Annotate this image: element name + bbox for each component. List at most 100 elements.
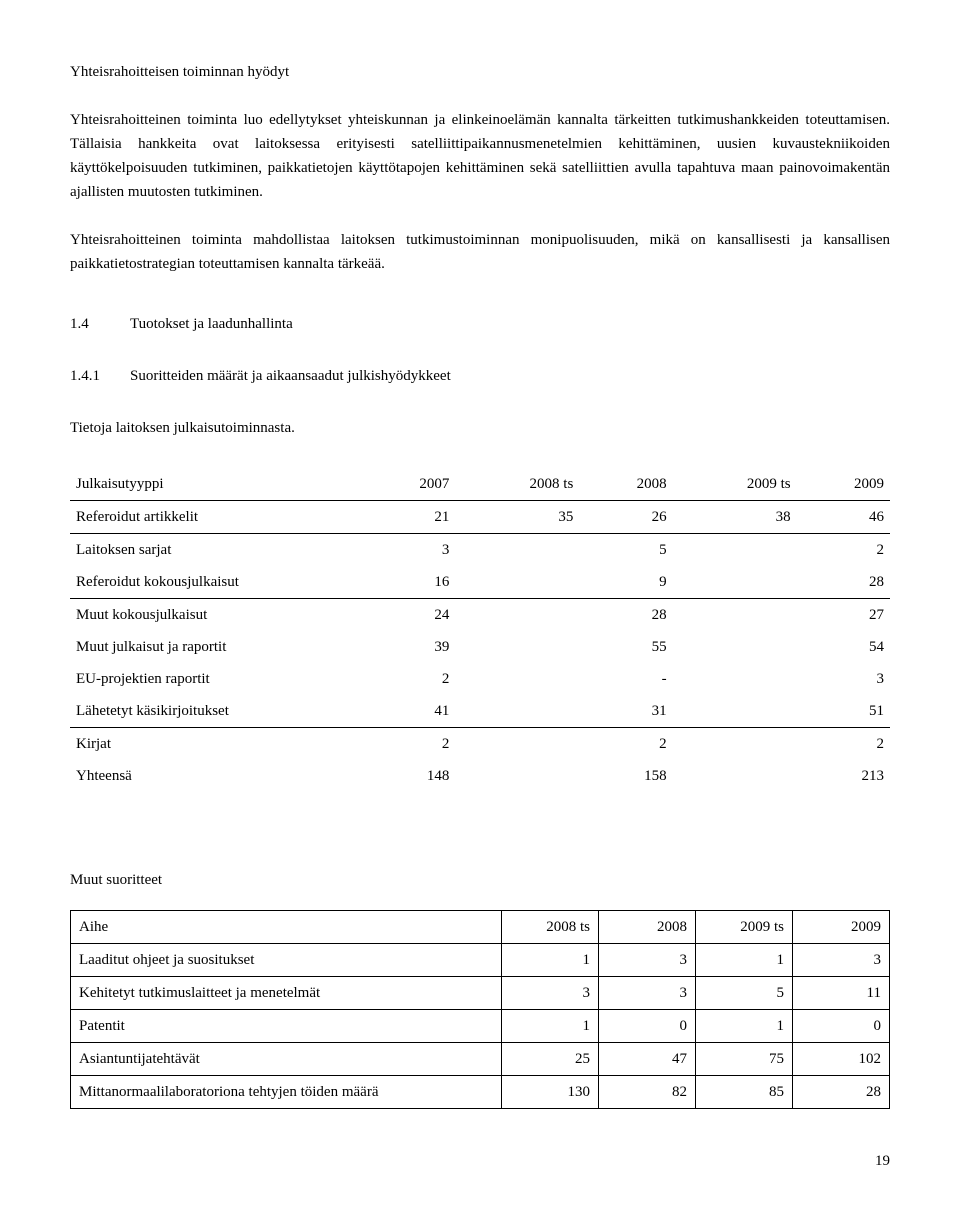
pub-cell	[673, 534, 797, 567]
muut-col-year: 2009	[793, 911, 890, 944]
pub-cell: 38	[673, 501, 797, 534]
muut-cell: 75	[696, 1043, 793, 1076]
pub-cell: 213	[797, 760, 890, 792]
muut-cell: 1	[696, 944, 793, 977]
pub-cell: 28	[579, 599, 672, 632]
pub-cell	[455, 760, 579, 792]
heading-1-4: 1.4 Tuotokset ja laadunhallinta	[70, 312, 890, 336]
paragraph-2: Yhteisrahoitteinen toiminta mahdollistaa…	[70, 228, 890, 276]
pub-row-label: Referoidut artikkelit	[70, 501, 362, 534]
pub-col-year: 2007	[362, 468, 455, 501]
pub-cell	[455, 695, 579, 728]
publication-table: Julkaisutyyppi20072008 ts20082009 ts2009…	[70, 468, 890, 792]
muut-cell: 1	[502, 944, 599, 977]
pub-row-label: Kirjat	[70, 728, 362, 761]
pub-cell: 2	[797, 728, 890, 761]
pub-cell: 46	[797, 501, 890, 534]
pub-cell: -	[579, 663, 672, 695]
muut-cell: 102	[793, 1043, 890, 1076]
pub-row-label: Lähetetyt käsikirjoitukset	[70, 695, 362, 728]
pub-cell	[673, 695, 797, 728]
page-number: 19	[70, 1149, 890, 1173]
muut-cell: 47	[599, 1043, 696, 1076]
pub-cell	[455, 631, 579, 663]
pub-cell: 28	[797, 566, 890, 599]
pub-cell: 9	[579, 566, 672, 599]
muut-cell: 3	[599, 977, 696, 1010]
paragraph-1: Yhteisrahoitteinen toiminta luo edellyty…	[70, 108, 890, 204]
pub-cell: 148	[362, 760, 455, 792]
heading-num: 1.4	[70, 312, 130, 336]
subheading-text: Suoritteiden määrät ja aikaansaadut julk…	[130, 364, 451, 388]
heading-1-4-1: 1.4.1 Suoritteiden määrät ja aikaansaadu…	[70, 364, 890, 388]
pub-cell	[673, 599, 797, 632]
muut-cell: 25	[502, 1043, 599, 1076]
pub-cell: 54	[797, 631, 890, 663]
pub-cell: 2	[797, 534, 890, 567]
pub-row-label: Yhteensä	[70, 760, 362, 792]
muut-cell: 1	[696, 1010, 793, 1043]
table-intro: Tietoja laitoksen julkaisutoiminnasta.	[70, 416, 890, 440]
pub-col-year: 2008 ts	[455, 468, 579, 501]
pub-cell: 39	[362, 631, 455, 663]
pub-cell: 35	[455, 501, 579, 534]
pub-cell: 158	[579, 760, 672, 792]
pub-cell	[455, 566, 579, 599]
pub-col-year: 2008	[579, 468, 672, 501]
intro-title: Yhteisrahoitteisen toiminnan hyödyt	[70, 60, 890, 84]
pub-cell: 3	[362, 534, 455, 567]
pub-col-year: 2009 ts	[673, 468, 797, 501]
muut-row-label: Kehitetyt tutkimuslaitteet ja menetelmät	[71, 977, 502, 1010]
muut-row-label: Mittanormaalilaboratoriona tehtyjen töid…	[71, 1076, 502, 1109]
muut-cell: 130	[502, 1076, 599, 1109]
muut-col-year: 2009 ts	[696, 911, 793, 944]
muut-cell: 11	[793, 977, 890, 1010]
muut-col-year: 2008	[599, 911, 696, 944]
pub-cell	[673, 663, 797, 695]
pub-cell: 16	[362, 566, 455, 599]
muut-cell: 0	[599, 1010, 696, 1043]
muut-cell: 28	[793, 1076, 890, 1109]
pub-cell	[455, 663, 579, 695]
muut-suoritteet-title: Muut suoritteet	[70, 868, 890, 892]
muut-cell: 3	[599, 944, 696, 977]
muut-cell: 5	[696, 977, 793, 1010]
muut-cell: 82	[599, 1076, 696, 1109]
pub-row-label: Muut kokousjulkaisut	[70, 599, 362, 632]
pub-cell	[455, 599, 579, 632]
pub-cell	[455, 728, 579, 761]
pub-cell: 41	[362, 695, 455, 728]
muut-cell: 1	[502, 1010, 599, 1043]
muut-cell: 3	[793, 944, 890, 977]
pub-cell: 27	[797, 599, 890, 632]
pub-cell: 2	[579, 728, 672, 761]
pub-row-label: EU-projektien raportit	[70, 663, 362, 695]
pub-cell: 26	[579, 501, 672, 534]
muut-cell: 85	[696, 1076, 793, 1109]
pub-col-label: Julkaisutyyppi	[70, 468, 362, 501]
pub-cell	[673, 728, 797, 761]
pub-cell: 51	[797, 695, 890, 728]
muut-row-label: Patentit	[71, 1010, 502, 1043]
muut-row-label: Asiantuntijatehtävät	[71, 1043, 502, 1076]
subheading-num: 1.4.1	[70, 364, 130, 388]
muut-row-label: Laaditut ohjeet ja suositukset	[71, 944, 502, 977]
pub-cell: 5	[579, 534, 672, 567]
pub-cell	[673, 566, 797, 599]
pub-cell	[673, 760, 797, 792]
pub-cell: 3	[797, 663, 890, 695]
muut-col-label: Aihe	[71, 911, 502, 944]
muut-cell: 0	[793, 1010, 890, 1043]
pub-cell	[673, 631, 797, 663]
pub-row-label: Referoidut kokousjulkaisut	[70, 566, 362, 599]
pub-cell: 2	[362, 728, 455, 761]
pub-cell: 55	[579, 631, 672, 663]
muut-suoritteet-table: Aihe2008 ts20082009 ts2009 Laaditut ohjee…	[70, 910, 890, 1109]
pub-cell: 24	[362, 599, 455, 632]
pub-cell: 21	[362, 501, 455, 534]
muut-cell: 3	[502, 977, 599, 1010]
pub-row-label: Muut julkaisut ja raportit	[70, 631, 362, 663]
muut-col-year: 2008 ts	[502, 911, 599, 944]
pub-cell: 31	[579, 695, 672, 728]
heading-text: Tuotokset ja laadunhallinta	[130, 312, 293, 336]
